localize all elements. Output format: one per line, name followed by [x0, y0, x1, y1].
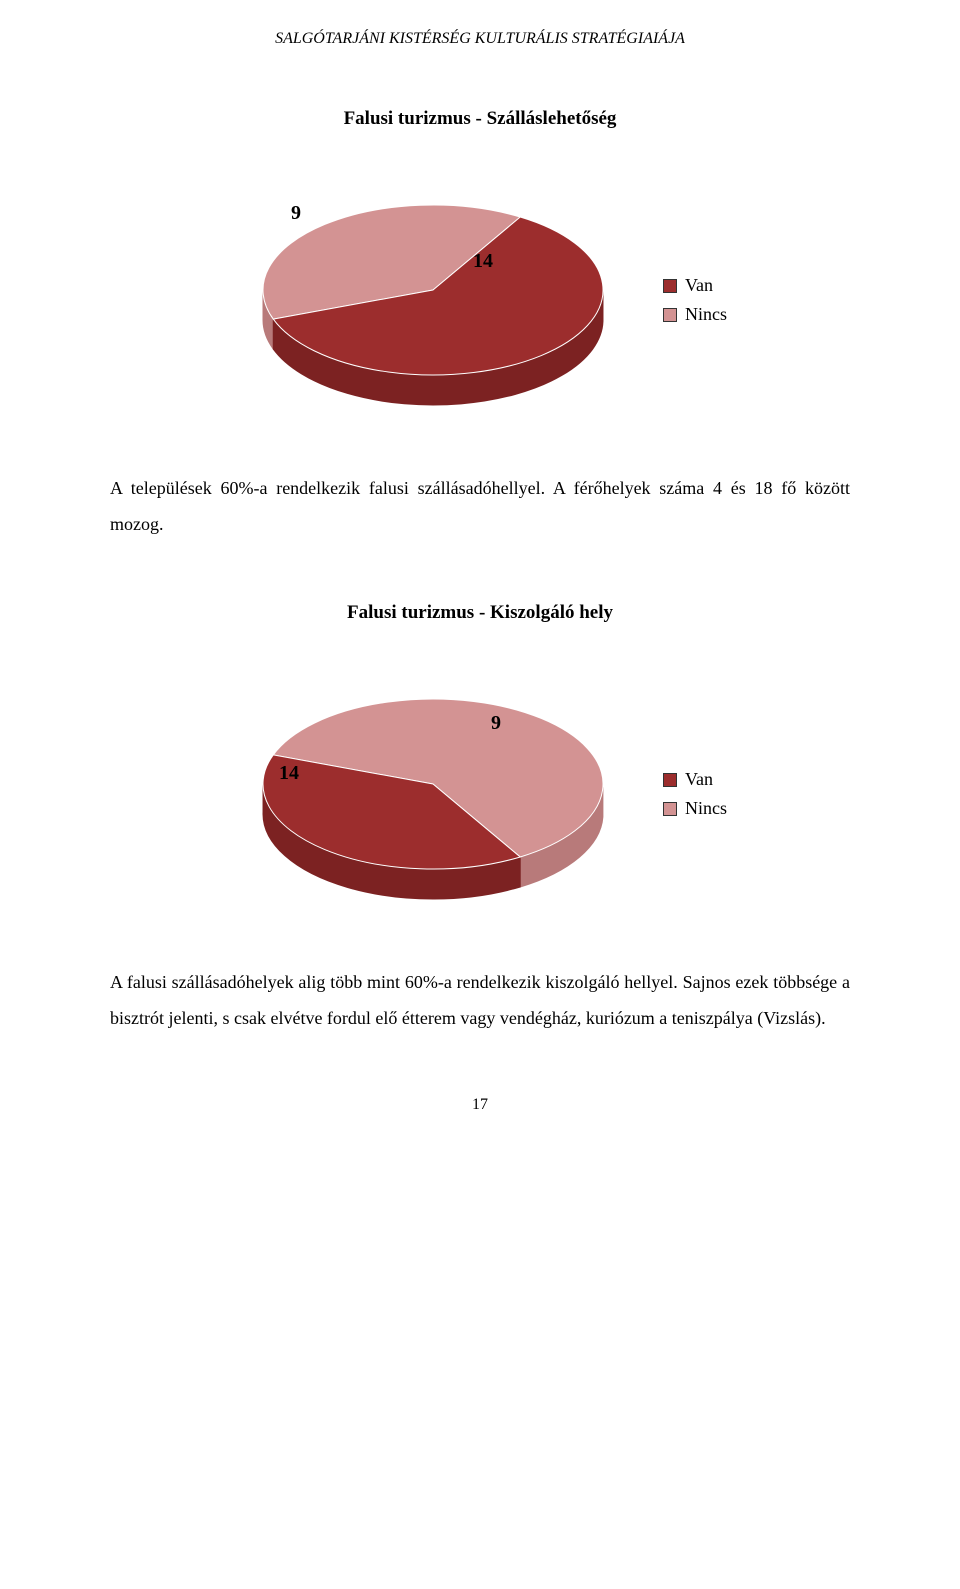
- chart1-legend-van: Van: [663, 275, 727, 296]
- swatch-van-icon: [663, 773, 677, 787]
- paragraph2: A falusi szállásadóhelyek alig több mint…: [110, 964, 850, 1036]
- chart2-svg: [233, 664, 633, 924]
- chart1-row: 9 14 Van Nincs: [110, 170, 850, 430]
- chart1-pie: 9 14: [233, 170, 633, 430]
- chart2-legend-van: Van: [663, 769, 727, 790]
- chart1-legend-nincs-label: Nincs: [685, 304, 727, 325]
- chart2-row: 14 9 Van Nincs: [110, 664, 850, 924]
- swatch-nincs-icon: [663, 802, 677, 816]
- chart2-label-a: 14: [279, 762, 299, 785]
- chart1-label-b: 14: [473, 250, 493, 273]
- chart1-legend: Van Nincs: [663, 275, 727, 325]
- page-number: 17: [110, 1096, 850, 1114]
- chart1-label-a: 9: [291, 202, 301, 225]
- chart2-legend-nincs-label: Nincs: [685, 798, 727, 819]
- header-title: SALGÓTARJÁNI KISTÉRSÉG KULTURÁLIS STRATÉ…: [275, 30, 685, 47]
- chart1-legend-nincs: Nincs: [663, 304, 727, 325]
- page-header: SALGÓTARJÁNI KISTÉRSÉG KULTURÁLIS STRATÉ…: [110, 30, 850, 48]
- chart1-legend-van-label: Van: [685, 275, 713, 296]
- chart2-legend: Van Nincs: [663, 769, 727, 819]
- chart1-section: Falusi turizmus - Szálláslehetőség 9 14 …: [110, 108, 850, 430]
- chart2-section: Falusi turizmus - Kiszolgáló hely 14 9 V…: [110, 602, 850, 924]
- chart2-legend-nincs: Nincs: [663, 798, 727, 819]
- chart2-label-b: 9: [491, 712, 501, 735]
- chart2-legend-van-label: Van: [685, 769, 713, 790]
- chart2-title: Falusi turizmus - Kiszolgáló hely: [110, 602, 850, 624]
- chart2-pie: 14 9: [233, 664, 633, 924]
- paragraph1: A települések 60%-a rendelkezik falusi s…: [110, 470, 850, 542]
- swatch-van-icon: [663, 279, 677, 293]
- swatch-nincs-icon: [663, 308, 677, 322]
- chart1-title: Falusi turizmus - Szálláslehetőség: [110, 108, 850, 130]
